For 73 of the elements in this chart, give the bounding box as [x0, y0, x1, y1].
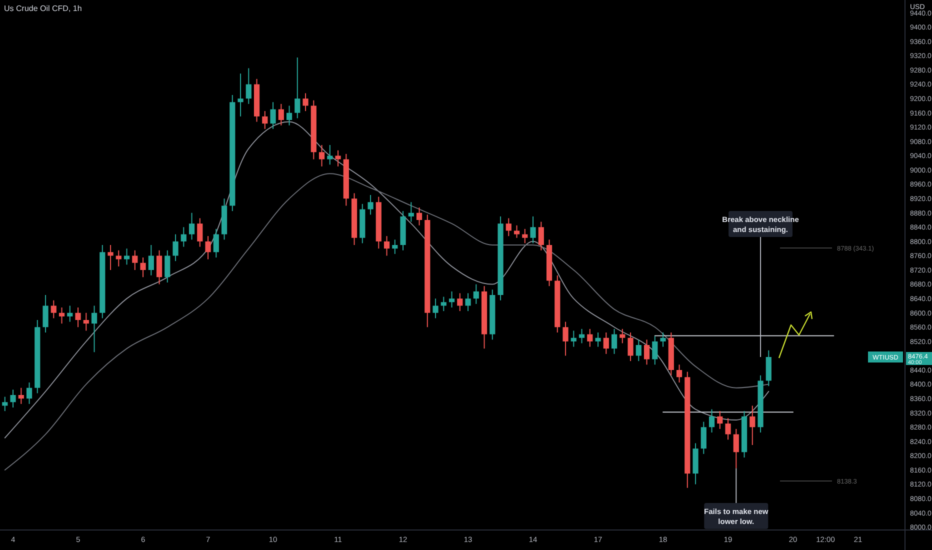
candlestick	[180, 226, 186, 248]
candlestick	[91, 305, 98, 353]
candlestick	[538, 221, 544, 251]
candlestick	[238, 73, 244, 117]
candlestick	[628, 332, 634, 362]
candlestick	[164, 250, 170, 283]
candlestick	[578, 328, 585, 344]
candlestick	[660, 332, 666, 348]
candlestick	[156, 250, 162, 285]
candlestick	[522, 228, 528, 244]
candlestick	[18, 387, 24, 404]
candlestick	[124, 248, 130, 266]
candlestick	[611, 328, 618, 354]
candlestick	[603, 332, 609, 354]
candlestick	[188, 212, 195, 240]
candlestick	[197, 218, 203, 248]
candlestick	[506, 218, 512, 237]
candlestick	[530, 216, 536, 244]
candlestick	[10, 389, 16, 408]
candlestick	[262, 110, 268, 130]
candlestick	[205, 236, 211, 260]
candlestick	[246, 68, 252, 104]
candlestick	[636, 339, 642, 362]
candlestick	[562, 321, 568, 356]
candlestick	[368, 194, 374, 216]
candlestick	[676, 364, 682, 383]
candlestick	[270, 102, 276, 130]
candlestick	[278, 103, 284, 126]
candlestick	[302, 92, 308, 112]
candlestick	[473, 284, 479, 304]
candlestick	[432, 298, 438, 319]
candlestick	[108, 244, 114, 270]
candlestick	[392, 239, 398, 254]
candlestick	[294, 57, 300, 119]
candlestick	[140, 257, 146, 278]
candlestick	[26, 382, 32, 404]
candlestick	[620, 328, 626, 344]
candlestick	[644, 339, 650, 366]
candlestick	[652, 336, 658, 366]
candlestick	[766, 350, 772, 387]
candlestick	[700, 421, 706, 454]
candlestick	[416, 207, 422, 226]
candlestick	[750, 405, 756, 446]
candlestick	[570, 330, 576, 348]
candlestick	[50, 300, 56, 319]
candlestick	[587, 328, 593, 348]
candlestick	[725, 418, 731, 440]
candlestick	[148, 244, 154, 276]
candlestick	[595, 332, 601, 348]
candlestick	[116, 250, 122, 267]
candlestick	[717, 410, 723, 430]
candlestick	[335, 150, 341, 167]
candlestick	[514, 224, 520, 238]
candlestick	[83, 312, 89, 332]
candlestick	[2, 396, 8, 412]
candlestick	[213, 228, 219, 258]
candlestick	[457, 292, 463, 312]
candlestick	[384, 236, 390, 256]
candlestick	[67, 305, 73, 322]
candlestick	[465, 292, 471, 312]
candlestick	[58, 307, 65, 324]
candlestick	[448, 290, 455, 308]
candlestick	[440, 296, 446, 312]
candlestick	[327, 144, 333, 166]
chart-title: Us Crude Oil CFD, 1h	[4, 4, 82, 13]
candlestick	[132, 250, 138, 270]
candlestick	[286, 105, 292, 126]
candlestick	[708, 408, 715, 433]
candlestick	[408, 202, 414, 222]
candlestick	[42, 294, 48, 333]
candlestick	[172, 234, 178, 262]
candlestick	[75, 307, 81, 328]
candlestick	[318, 144, 325, 167]
